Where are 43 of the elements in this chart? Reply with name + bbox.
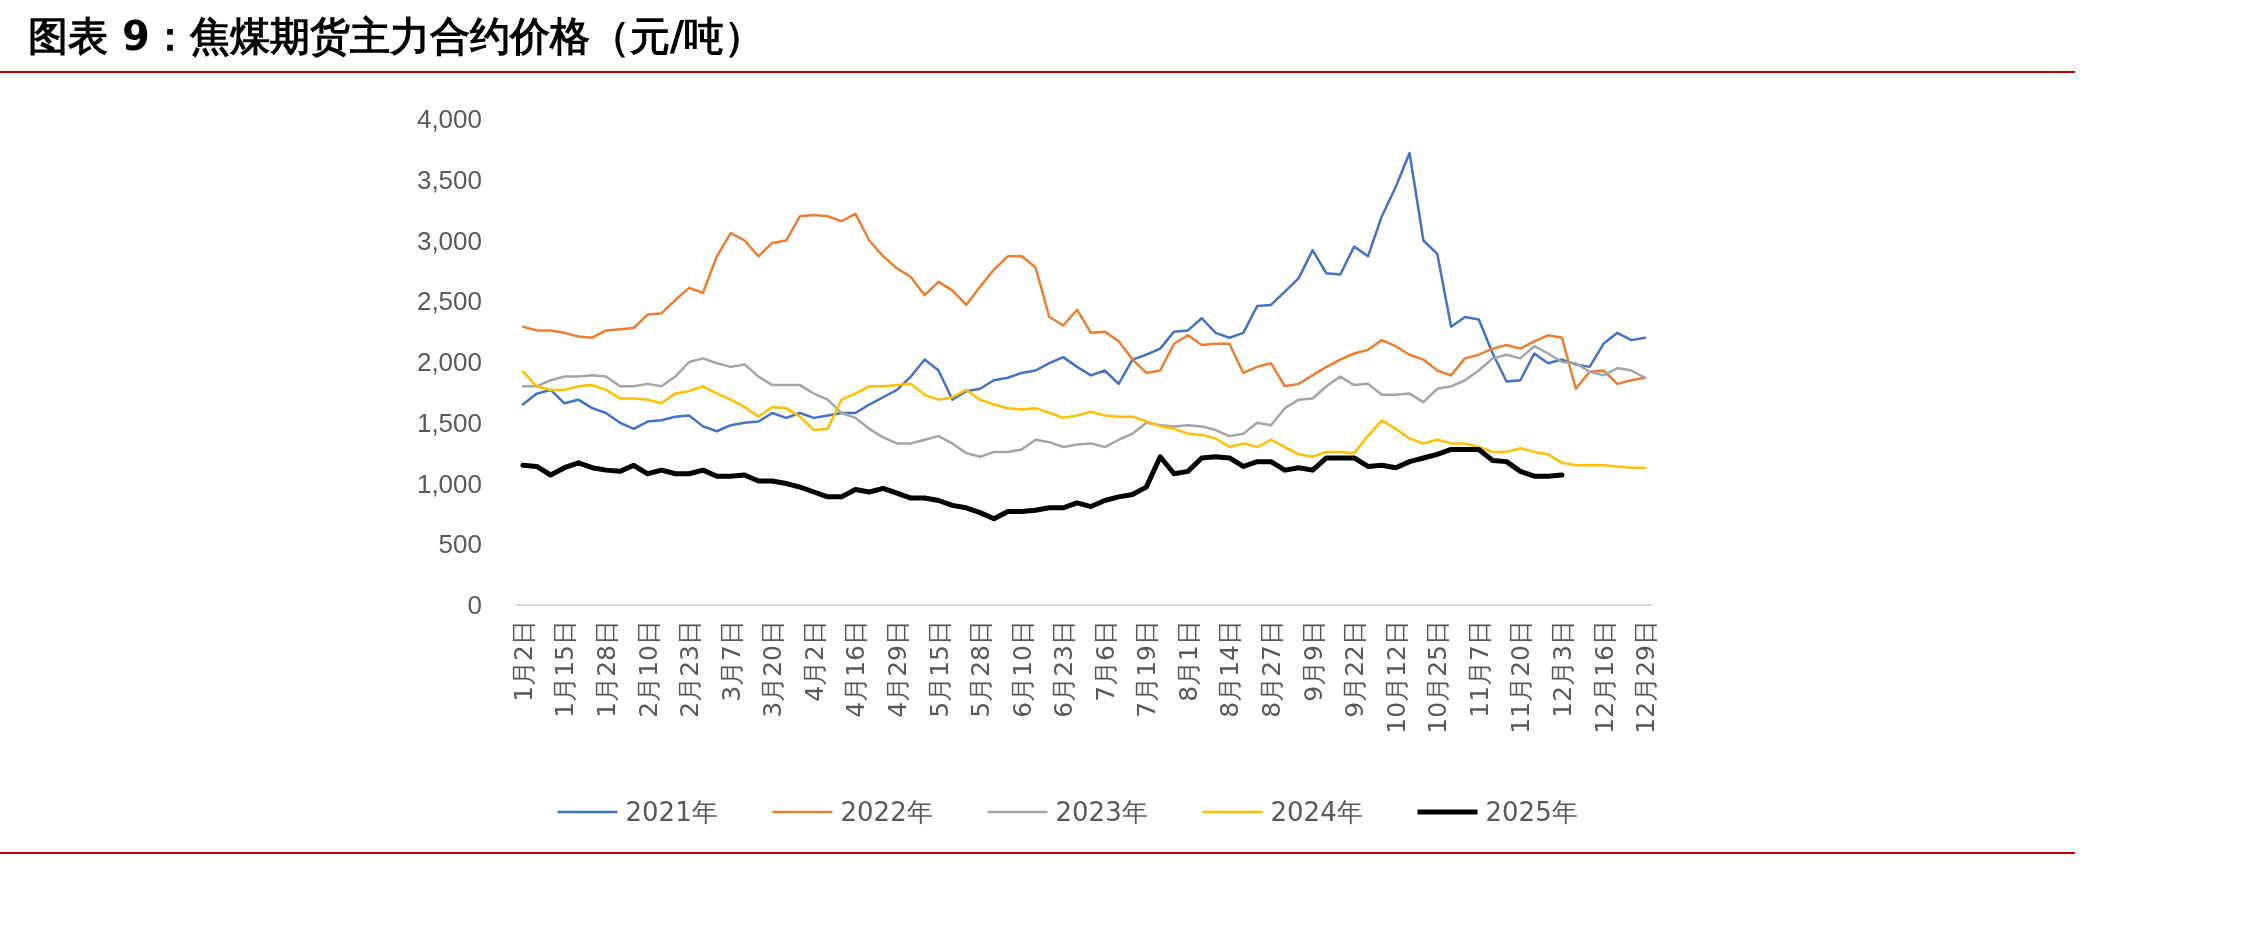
ytick: 500 bbox=[438, 529, 482, 560]
legend-label: 2024年 bbox=[1270, 797, 1363, 827]
xtick: 7月6日 bbox=[1090, 620, 1120, 702]
xtick: 6月23日 bbox=[1049, 620, 1079, 718]
xtick: 10月25日 bbox=[1423, 620, 1453, 734]
xtick: 6月10日 bbox=[1007, 620, 1037, 718]
legend-label: 2023年 bbox=[1055, 797, 1148, 827]
xtick: 7月19日 bbox=[1132, 620, 1162, 718]
ytick: 3,500 bbox=[416, 164, 482, 195]
xtick: 8月14日 bbox=[1215, 620, 1245, 718]
xtick: 12月29日 bbox=[1631, 620, 1661, 734]
xtick: 8月1日 bbox=[1173, 620, 1203, 702]
xtick: 3月20日 bbox=[758, 620, 788, 718]
legend-label: 2025年 bbox=[1485, 797, 1578, 827]
xtick: 5月28日 bbox=[966, 620, 996, 718]
xtick: 8月27日 bbox=[1257, 620, 1286, 718]
xtick: 9月9日 bbox=[1298, 620, 1328, 702]
legend-label: 2021年 bbox=[625, 797, 718, 827]
xtick: 9月22日 bbox=[1340, 620, 1370, 718]
ytick: 1,000 bbox=[416, 468, 482, 499]
legend-label: 2022年 bbox=[840, 797, 933, 827]
xtick: 12月16日 bbox=[1589, 620, 1619, 734]
ytick: 2,000 bbox=[416, 347, 482, 377]
xtick: 4月2日 bbox=[799, 620, 829, 702]
xtick: 3月7日 bbox=[716, 620, 746, 702]
xtick: 12月3日 bbox=[1547, 620, 1577, 718]
ytick: 2,500 bbox=[416, 286, 482, 317]
xtick: 2月10日 bbox=[633, 620, 663, 718]
xtick: 11月7日 bbox=[1464, 620, 1494, 718]
ytick: 0 bbox=[467, 590, 482, 620]
ytick: 3,000 bbox=[416, 225, 482, 256]
title: 图表 9：焦煤期货主力合约价格（元/吨） bbox=[28, 13, 765, 59]
xtick: 1月28日 bbox=[592, 620, 622, 718]
xtick: 5月15日 bbox=[924, 620, 954, 718]
xtick: 11月20日 bbox=[1506, 620, 1536, 734]
ytick: 1,500 bbox=[416, 407, 482, 438]
xtick: 4月29日 bbox=[883, 620, 912, 718]
xtick: 1月2日 bbox=[508, 620, 538, 702]
xtick: 2月23日 bbox=[675, 620, 705, 718]
xtick: 4月16日 bbox=[841, 620, 871, 718]
ytick: 4,000 bbox=[416, 104, 482, 134]
xtick: 10月12日 bbox=[1381, 620, 1411, 734]
xtick: 1月15日 bbox=[550, 620, 580, 718]
